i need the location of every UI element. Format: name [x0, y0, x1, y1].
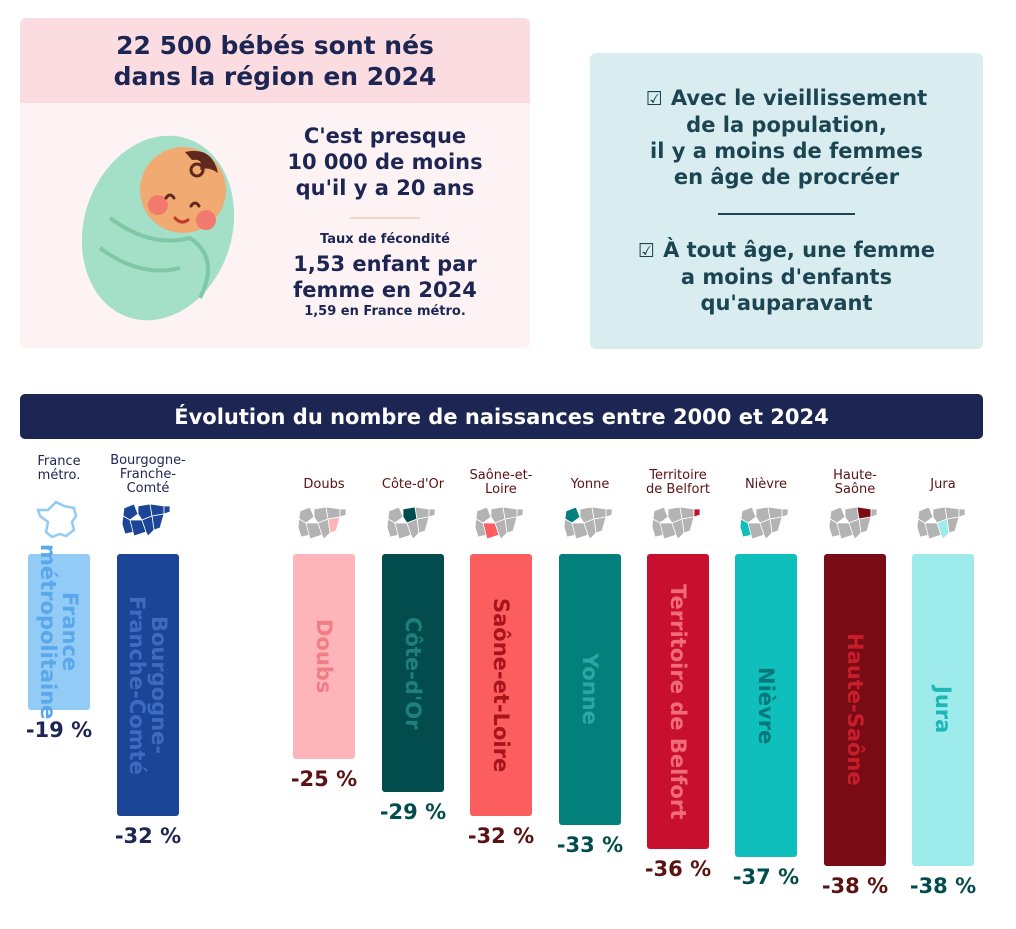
value-label: -38 % [909, 873, 977, 898]
value-label: -37 % [732, 865, 800, 890]
cause-aging-line-4: en âge de procréer [673, 165, 900, 189]
bar-label: Doubs [312, 619, 336, 694]
category-label: Yonne [570, 477, 610, 492]
births-title-line-2: dans la région en 2024 [113, 61, 437, 91]
chart-title: Évolution du nombre de naissances entre … [20, 394, 983, 439]
bar [470, 554, 532, 817]
category-label: Jura [930, 477, 956, 492]
bar [559, 554, 621, 825]
cause-fewer-line-2: a moins d'enfants [680, 265, 893, 289]
births-title-line-1: 22 500 bébés sont nés [116, 30, 434, 60]
value-label: -38 % [821, 873, 889, 898]
bar [912, 554, 974, 866]
bar-label: Bourgogne- Franche-Comté [125, 595, 171, 775]
fertility-line-1: 1,53 enfant par [293, 252, 477, 276]
bar [735, 554, 797, 858]
cause-fewer-children: ☑ À tout âge, une femme a moins d'enfants… [590, 237, 983, 316]
cause-aging-line-3: il y a moins de femmes [650, 139, 923, 163]
fertility-label: Taux de fécondité [320, 232, 450, 247]
value-label: -36 % [644, 857, 712, 882]
bar [382, 554, 444, 792]
bar-label: Saône-et-Loire [489, 598, 513, 773]
bar [28, 554, 90, 710]
bar-label: Territoire de Belfort [666, 583, 690, 820]
births-summary-card: 22 500 bébés sont nés dans la région en … [20, 18, 530, 348]
fertility-note: 1,59 en France métro. [304, 304, 466, 319]
bar-label: Jura [931, 686, 955, 734]
bar-label: Yonne [578, 653, 602, 726]
category-label: France métro. [37, 454, 81, 483]
cause-aging: ☑ Avec le vieillissement de la population… [590, 85, 983, 190]
bar-label: France métropolitaine [36, 544, 82, 720]
value-label: -32 % [467, 824, 535, 849]
fertility-line-2: femme en 2024 [293, 278, 477, 302]
value-label: -32 % [114, 824, 182, 849]
cause-aging-line-1: Avec le vieillissement [670, 86, 928, 110]
bar-label: Haute-Saône [843, 633, 867, 787]
category-label: Nièvre [744, 477, 788, 492]
category-label: Haute- Saône [833, 468, 877, 497]
value-label: -33 % [556, 832, 624, 857]
bar [117, 554, 179, 817]
value-label: -29 % [379, 799, 447, 824]
decline-line-1: C'est presque [303, 124, 467, 148]
bar [293, 554, 355, 759]
cause-aging-line-2: de la population, [686, 113, 887, 137]
births-details: C'est presque 10 000 de moins qu'il y a … [260, 123, 510, 321]
category-label: Doubs [303, 477, 345, 492]
cause-fewer-line-3: qu'auparavant [700, 291, 873, 315]
checkbox-icon: ☑ [645, 88, 663, 110]
category-label: Côte-d'Or [381, 477, 445, 492]
category-label: Territoire de Belfort [646, 468, 710, 497]
category-label: Bourgogne- Franche- Comté [110, 453, 186, 496]
bar [647, 554, 709, 850]
divider [718, 213, 855, 215]
causes-card: ☑ Avec le vieillissement de la population… [590, 53, 983, 349]
category-label: Saône-et- Loire [469, 468, 533, 497]
bar-label: Côte-d'Or [401, 616, 425, 730]
checkbox-icon: ☑ [638, 240, 656, 262]
decline-line-3: qu'il y a 20 ans [295, 176, 475, 200]
baby-illustration-icon [81, 135, 235, 321]
value-label: -19 % [25, 717, 93, 742]
cause-fewer-line-1: À tout âge, une femme [663, 238, 935, 262]
births-title: 22 500 bébés sont nés dans la région en … [20, 18, 530, 103]
divider [350, 217, 420, 219]
bar-label: Nièvre [754, 667, 778, 745]
bar [824, 554, 886, 866]
value-label: -25 % [290, 767, 358, 791]
decline-line-2: 10 000 de moins [287, 150, 483, 174]
